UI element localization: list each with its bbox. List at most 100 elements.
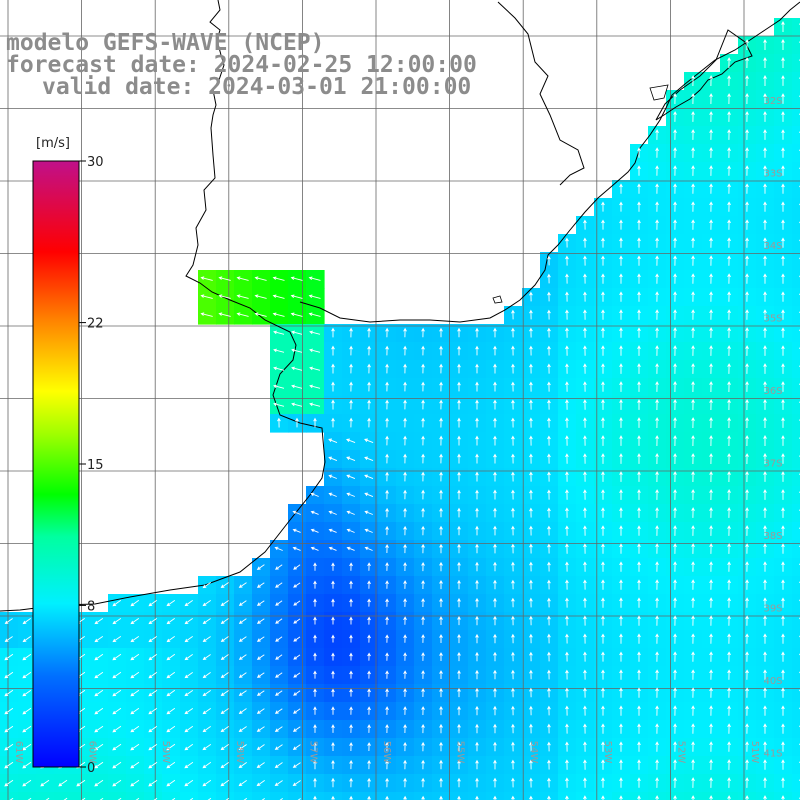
wind-arrow: [547, 579, 551, 590]
wind-arrow: [292, 528, 301, 533]
wind-arrow: [189, 797, 194, 800]
wind-arrow: [619, 507, 623, 518]
field-cell: [54, 792, 73, 800]
wind-arrow: [601, 273, 605, 284]
field-cell: [792, 288, 800, 307]
wind-arrow: [763, 399, 767, 410]
wind-arrow: [367, 724, 371, 733]
lon-label: 52W: [675, 741, 686, 764]
field-cell: [162, 792, 181, 800]
wind-arrow: [619, 687, 623, 698]
wind-arrow: [655, 543, 659, 554]
wind-arrow: [99, 797, 104, 800]
wind-arrow: [637, 435, 641, 446]
wind-arrow: [349, 327, 353, 338]
wind-arrow: [220, 744, 229, 751]
wind-arrow: [349, 634, 353, 643]
wind-arrow: [745, 669, 749, 680]
wind-arrow: [349, 724, 353, 733]
wind-arrow: [367, 759, 371, 770]
wind-arrow: [781, 705, 785, 716]
wind-arrow: [439, 435, 443, 446]
wind-arrow: [275, 636, 283, 642]
wind-arrow: [130, 761, 140, 769]
wind-arrow: [421, 652, 425, 661]
wind-arrow: [727, 57, 731, 69]
wind-arrow: [475, 741, 479, 752]
wind-arrow: [184, 636, 193, 643]
wind-arrow: [781, 759, 785, 770]
wind-arrow: [166, 743, 176, 751]
wind-arrow: [313, 562, 317, 571]
wind-arrow: [346, 438, 356, 444]
wind-arrow: [385, 489, 389, 500]
wind-arrow: [745, 75, 749, 87]
colorbar-ticks: 30 22 15 8 0: [79, 155, 104, 776]
wind-arrow: [511, 597, 515, 608]
wind-arrow: [421, 489, 425, 500]
wind-arrow: [349, 616, 353, 625]
wind-arrow: [727, 237, 731, 248]
field-cell: [792, 522, 800, 541]
wind-arrow: [309, 384, 321, 389]
wind-arrow: [421, 543, 425, 554]
wind-arrow: [727, 705, 731, 716]
wind-arrow: [331, 688, 335, 697]
wind-arrow: [153, 797, 158, 800]
wind-arrow: [691, 741, 695, 752]
wind-arrow: [112, 636, 122, 643]
wind-arrow: [529, 417, 533, 428]
wind-arrow: [655, 165, 659, 176]
field-cell: [216, 792, 235, 800]
field-cell: [432, 792, 451, 800]
wind-arrow: [292, 780, 301, 787]
field-cell: [792, 396, 800, 415]
wind-arrow: [421, 453, 425, 464]
wind-arrow: [655, 615, 659, 626]
wind-arrow: [493, 669, 497, 680]
wind-arrow: [439, 670, 443, 679]
wind-arrow: [565, 399, 569, 410]
wind-arrow: [403, 616, 407, 625]
wind-arrow: [273, 402, 285, 407]
wind-arrow: [403, 777, 407, 788]
wind-arrow: [709, 597, 713, 608]
wind-arrow: [439, 525, 443, 536]
wind-arrow: [727, 759, 731, 770]
wind-arrow: [313, 777, 317, 788]
wind-arrow: [81, 797, 86, 800]
wind-arrow: [709, 327, 713, 338]
wind-arrow: [367, 562, 371, 571]
wind-arrow: [727, 129, 731, 140]
wind-arrow: [475, 669, 479, 680]
wind-arrow: [655, 579, 659, 590]
wind-arrow: [367, 598, 371, 607]
wind-arrow: [529, 543, 533, 554]
wind-arrow: [94, 779, 104, 787]
wind-arrow: [727, 669, 731, 680]
wind-arrow: [547, 471, 551, 482]
wind-arrow: [310, 528, 319, 533]
wind-arrow: [763, 507, 767, 518]
wind-arrow: [511, 381, 515, 392]
wind-arrow: [637, 741, 641, 752]
wind-arrow: [583, 237, 587, 248]
wind-arrow: [529, 651, 533, 662]
wind-arrow: [166, 653, 176, 661]
wind-arrow: [655, 525, 659, 536]
wind-arrow: [547, 453, 551, 464]
wind-arrow: [583, 669, 587, 680]
wind-arrow: [275, 654, 283, 660]
wind-arrow: [493, 705, 497, 716]
wind-arrow: [655, 507, 659, 518]
wind-arrow: [583, 561, 587, 572]
wind-arrow: [403, 363, 407, 374]
wind-arrow: [309, 348, 321, 353]
wind-arrow: [256, 762, 265, 769]
wind-arrow: [745, 597, 749, 608]
wind-arrow: [565, 741, 569, 752]
wind-arrow: [274, 762, 283, 769]
wind-arrow: [493, 687, 497, 698]
wind-arrow: [691, 219, 695, 230]
wind-arrow: [583, 597, 587, 608]
